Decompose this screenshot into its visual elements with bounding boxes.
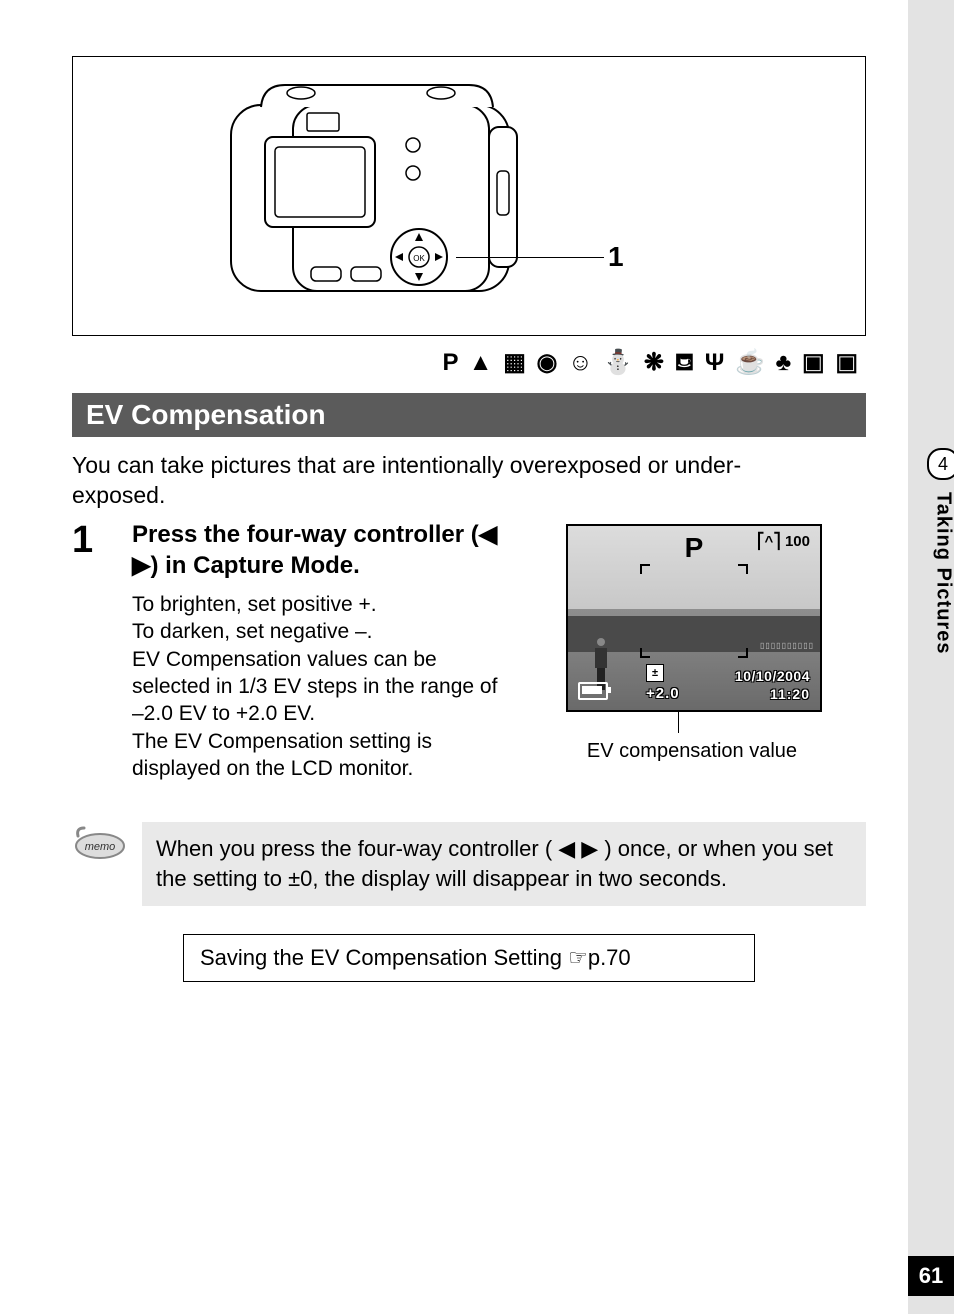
svg-text:OK: OK [413,254,425,263]
camera-illustration-box: OK 1 [72,56,866,336]
battery-icon [578,682,608,700]
lcd-mode-letter: P [685,532,704,564]
lcd-time: 11:20 [770,686,810,702]
lcd-date: 10/10/2004 [735,668,810,684]
focus-bracket-icon [732,642,748,658]
callout-number: 1 [608,241,624,273]
focus-bracket-icon [640,564,656,580]
focus-bracket-icon [732,564,748,580]
callout-line [456,257,604,258]
step-description: To brighten, set positive +. To darken, … [132,591,502,782]
section-title: EV Compensation [72,393,866,437]
right-strip: 4 Taking Pictures 61 [908,0,954,1314]
lcd-preview-wrap: ▯▯▯▯▯▯▯▯▯▯ P ⎡^⎤ 100 ± +2.0 10/10/2004 1… [566,524,822,763]
memo-icon: memo [72,822,128,867]
memo-text: When you press the four-way controller (… [142,822,866,905]
step-row: 1 Press the four-way controller (◀ ▶) in… [72,519,866,782]
lcd-scene-windows: ▯▯▯▯▯▯▯▯▯▯ [760,641,814,650]
section-number: 4 [927,448,954,480]
memo-badge-text: memo [85,841,116,853]
step-number: 1 [72,519,112,782]
manual-page: 4 Taking Pictures 61 [0,0,954,1314]
lcd-screen: ▯▯▯▯▯▯▯▯▯▯ P ⎡^⎤ 100 ± +2.0 10/10/2004 1… [566,524,822,712]
focus-bracket-icon [640,642,656,658]
lcd-ev-value: +2.0 [646,685,680,702]
page-number: 61 [908,1256,954,1296]
section-label: Taking Pictures [932,492,954,654]
ev-icon: ± [646,664,664,682]
lcd-pointer-line [678,711,679,733]
section-intro: You can take pictures that are intention… [72,451,772,511]
camera-illustration: OK [223,71,533,316]
mode-icon-row: P ▲ ▦ ◉ ☺ ⛄ ❋ ⛾ Ψ ☕ ♣ ▣ ▣ [72,348,866,379]
lcd-caption: EV compensation value [566,740,818,763]
reference-box: Saving the EV Compensation Setting ☞p.70 [183,934,755,982]
memo-row: memo When you press the four-way control… [72,822,866,905]
section-badge: 4 Taking Pictures [920,448,954,654]
step-title: Press the four-way controller (◀ ▶) in C… [132,519,502,581]
lcd-top-icons: ⎡^⎤ 100 [757,532,810,550]
